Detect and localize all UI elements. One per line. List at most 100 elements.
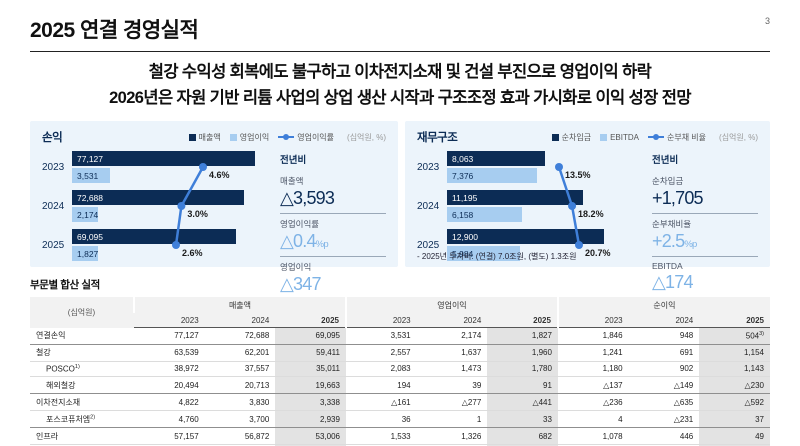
value-cell: 37 [699, 410, 770, 429]
value-cell: 53,006 [275, 427, 346, 446]
dark-swatch-icon [551, 133, 559, 141]
row-label: POSCO1) [30, 361, 134, 378]
value-cell: 1,846 [557, 327, 629, 345]
chart-groups: 2023 77,127 3,531 2024 72,688 2,174 2025 69,095… [42, 151, 280, 262]
row-label: 포스코퓨처엠2) [30, 410, 134, 429]
summary-item: 영업이익률 △0.4%p [280, 213, 386, 256]
value-cell: 39 [416, 376, 488, 395]
value-cell: 32,341 [204, 444, 276, 446]
year-header: 2024 [416, 313, 488, 329]
table-row: 포스코퓨처엠2) 4,760 3,700 2,939 36 1 33 4 △231 37 [30, 410, 770, 429]
value-cell: 1,241 [557, 344, 629, 362]
value-cell: 1,117 [416, 444, 488, 446]
value-cell: 35,011 [275, 361, 346, 378]
value-cell: △592 [699, 393, 770, 412]
value-cell: 33 [487, 410, 558, 429]
value-cell: 63,539 [134, 344, 205, 362]
chart-panels: 손익 매출액 영업이익 영업이익률 (십억원, %) [30, 121, 770, 293]
value-cell: 20,713 [204, 376, 276, 395]
value-cell: 3,338 [275, 393, 346, 412]
line-point-label: 2.6% [182, 248, 203, 259]
line-point-label: 13.5% [565, 170, 591, 181]
value-cell: 33,133 [134, 444, 205, 446]
value-cell: △236 [557, 393, 629, 412]
summary-value: △0.4%p [280, 231, 329, 252]
value-cell: 69,095 [275, 327, 346, 345]
key-message-line2: 2026년은 자원 기반 리튬 사업의 상업 생산 시작과 구조조정 효과 가시… [109, 88, 691, 107]
year-axis-label: 2025 [417, 239, 440, 251]
value-cell: 1,154 [699, 344, 770, 362]
value-cell: 38,972 [134, 361, 205, 378]
year-header: 2024 [204, 313, 276, 329]
primary-bar: 8,063 [447, 151, 545, 167]
legend-label: EBITDA [610, 132, 639, 142]
summary-label: 영업이익률 [280, 219, 320, 230]
summary-value: △347 [280, 273, 321, 294]
table-title: 부문별 합산 실적 [30, 279, 100, 292]
value-cell: 32,374 [275, 444, 346, 446]
secondary-bar: 7,376 [447, 168, 537, 184]
secondary-bar: 2,174 [72, 207, 99, 223]
year-header: 2025 [699, 313, 770, 329]
group-header-operating-profit: 영업이익 [344, 297, 558, 314]
panel-header: 재무구조 순차입금 EBITDA 순부채 비율 (십억원, %) [417, 129, 758, 145]
summary-heading: 전년비 [652, 155, 679, 167]
value-cell: 1,163 [345, 444, 417, 446]
row-label: 철강 [30, 344, 134, 362]
page-number: 3 [764, 16, 770, 26]
value-cell: 1,078 [557, 427, 629, 446]
summary-value: +1,705 [652, 188, 704, 209]
value-cell: 902 [628, 361, 700, 378]
secondary-bar: 6,158 [447, 207, 522, 223]
legend-label: 순부채 비율 [667, 132, 707, 142]
summary-value: △174 [652, 271, 693, 292]
value-cell: 3,700 [204, 410, 276, 429]
legend: 순차입금 EBITDA 순부채 비율 (십억원, %) [551, 132, 758, 143]
line-point-label: 3.0% [187, 209, 208, 220]
bar-value-label: 3,531 [77, 170, 99, 181]
legend-net-borrowings: 순차입금 [551, 132, 591, 143]
yoy-summary: 전년비 순차입금 +1,705 순부채비율 +2.5%p EBITDA △174 [652, 151, 758, 297]
value-cell: 3,830 [204, 393, 276, 412]
row-label: 이차전지소재 [30, 393, 134, 412]
bar-pair: 77,127 3,531 [72, 151, 255, 184]
value-cell: 36 [345, 410, 417, 429]
legend-revenue: 매출액 [188, 132, 221, 143]
yoy-summary: 전년비 매출액 △3,593 영업이익률 △0.4%p 영업이익 △347 [280, 151, 386, 299]
value-cell: 194 [345, 376, 417, 395]
year-axis-label: 2023 [417, 161, 440, 173]
bar-value-label: 69,095 [77, 231, 103, 242]
year-axis-label: 2025 [42, 239, 65, 251]
value-cell: 77,127 [134, 327, 205, 345]
bar-value-label: 72,688 [77, 192, 103, 203]
page-title: 2025 연결 경영실적 [30, 19, 199, 42]
value-cell: 62,201 [204, 344, 276, 362]
table-body: 연결손익 77,127 72,688 69,095 3,531 2,174 1,827 1,8… [30, 327, 770, 446]
table-row: 해외철강 20,494 20,713 19,663 194 39 91 △137 △149 △23… [30, 376, 770, 395]
summary-label: 순차입금 [652, 176, 684, 187]
year-axis-label: 2024 [417, 200, 440, 212]
row-label: 포스코인터내셔널2) [30, 444, 134, 446]
value-cell: △161 [345, 393, 417, 412]
legend-label: 매출액 [198, 132, 221, 142]
value-cell: 4,822 [134, 393, 205, 412]
bar-value-label: 12,900 [452, 231, 478, 242]
bar-group: 2023 8,063 7,376 [417, 151, 652, 184]
bar-pair: 11,195 6,158 [447, 190, 583, 223]
key-message-line1: 철강 수익성 회복에도 불구하고 이차전지소재 및 건설 부진으로 영업이익 하… [148, 63, 652, 81]
profit-loss-panel: 손익 매출액 영업이익 영업이익률 (십억원, %) [30, 121, 398, 293]
value-cell: 1,180 [557, 361, 629, 378]
secondary-bar: 1,827 [72, 246, 99, 262]
legend-ebitda: EBITDA [600, 133, 639, 142]
panel-body: 2023 77,127 3,531 2024 72,688 2,174 2025 69,095… [42, 151, 386, 299]
bar-chart: 2023 77,127 3,531 2024 72,688 2,174 2025 69,095… [42, 151, 280, 299]
bar-group: 2024 11,195 6,158 [417, 190, 652, 223]
summary-label: EBITDA [652, 260, 683, 271]
bar-value-label: 5,984 [452, 248, 474, 259]
value-cell: 1 [416, 410, 488, 429]
value-cell: 57,157 [134, 427, 205, 446]
value-cell: 637 [699, 444, 770, 446]
value-cell: 680 [557, 444, 629, 446]
value-cell: 1,143 [699, 361, 770, 378]
value-cell: 503 [628, 444, 700, 446]
